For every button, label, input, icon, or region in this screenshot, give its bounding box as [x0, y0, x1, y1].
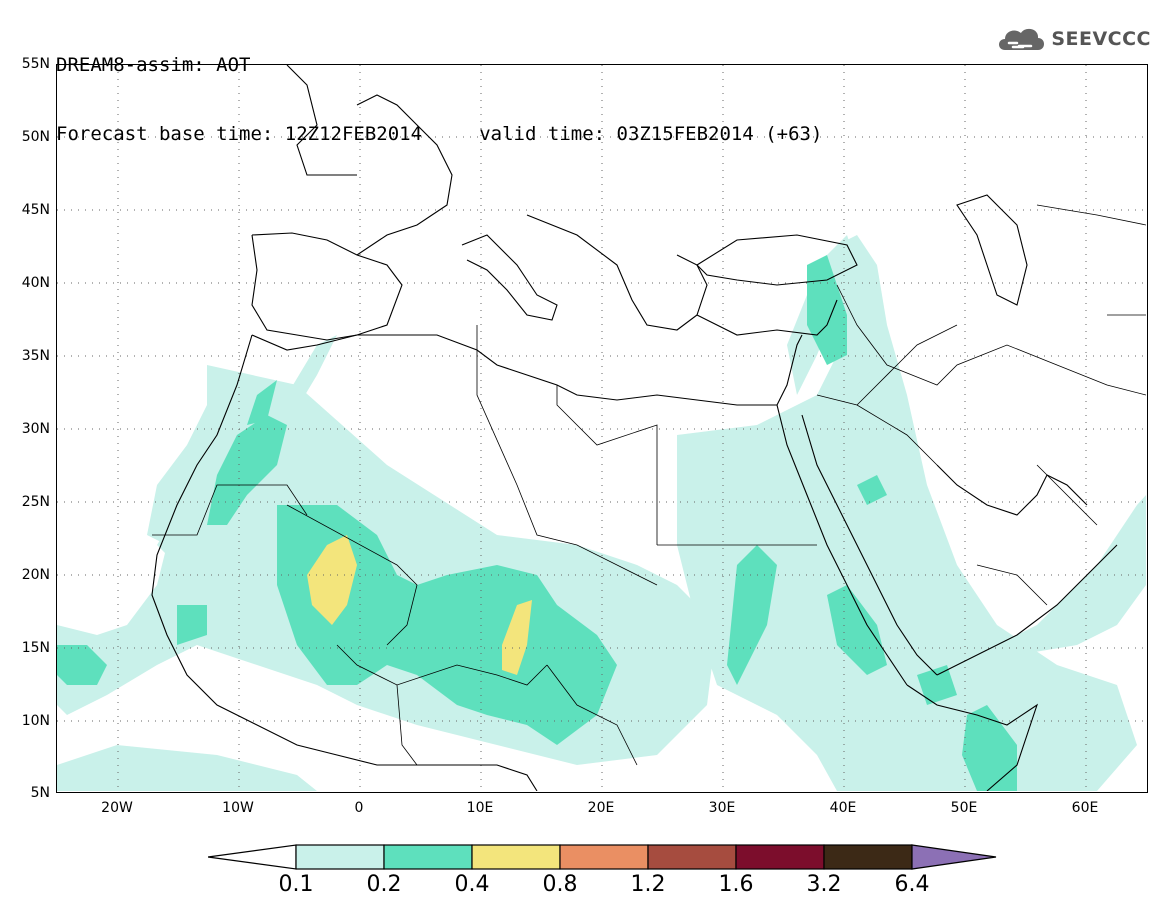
aot-region-mauritania-mali: [277, 505, 617, 745]
aot-region-arabia: [957, 495, 1146, 665]
aot-region-western-sahara: [207, 415, 287, 525]
aot-region-saudi: [857, 475, 887, 505]
lon-label-50e: 50E: [950, 800, 978, 816]
colorbar-label-0.4: 0.4: [454, 872, 490, 897]
lon-label-60e: 60E: [1071, 800, 1099, 816]
colorbar-segment-0.8: [559, 844, 649, 870]
aot-region-eritrea: [827, 585, 887, 675]
lat-label-50n: 50N: [21, 129, 50, 145]
title-block: DREAM8-assim: AOT Forecast base time: 12…: [56, 8, 822, 169]
aot-region-morocco: [247, 380, 277, 425]
lat-label-40n: 40N: [21, 275, 50, 291]
lat-label-5n: 5N: [30, 785, 50, 801]
map-panel: [56, 64, 1148, 793]
aot-region-sudan-redsea: [677, 235, 1137, 791]
colorbar-label-0.1: 0.1: [278, 872, 314, 897]
colorbar-segment-0.1: [295, 844, 385, 870]
aot-region-chad-max: [502, 600, 532, 675]
coastlines: [151, 65, 1118, 791]
aot-level-0.2: [57, 255, 1017, 791]
lat-label-10n: 10N: [21, 713, 50, 729]
colorbar-label-0.8: 0.8: [542, 872, 578, 897]
aot-region-guinea: [177, 605, 207, 645]
colorbar-label-6.4: 6.4: [894, 872, 930, 897]
lat-label-35n: 35N: [21, 348, 50, 364]
aot-region-senegal: [57, 645, 107, 685]
lat-label-20n: 20N: [21, 567, 50, 583]
lon-label-0: 0: [354, 800, 364, 816]
aot-region-gulf-of-guinea: [57, 745, 317, 791]
colorbar-segment-over: [911, 844, 997, 870]
lat-label-30n: 30N: [21, 421, 50, 437]
country-borders: [152, 204, 1146, 766]
title-line-2: Forecast base time: 12Z12FEB2014 valid t…: [56, 123, 823, 145]
lat-label-55n: 55N: [21, 56, 50, 72]
colorbar-label-0.2: 0.2: [366, 872, 402, 897]
cloud-icon: [999, 28, 1045, 50]
seevccc-logo: SEEVCCC: [995, 22, 1151, 56]
lon-label-20e: 20E: [587, 800, 615, 816]
lat-label-15n: 15N: [21, 640, 50, 656]
colorbar-segment-1.6: [735, 844, 825, 870]
lon-label-40e: 40E: [829, 800, 857, 816]
lon-label-30e: 30E: [708, 800, 736, 816]
lon-label-10w: 10W: [222, 800, 254, 816]
aot-region-mali-max: [307, 535, 357, 625]
aot-level-0.4: [307, 535, 532, 675]
aot-map: [57, 65, 1146, 791]
lon-label-20w: 20W: [101, 800, 133, 816]
colorbar-label-1.2: 1.2: [630, 872, 666, 897]
colorbar-label-1.6: 1.6: [718, 872, 754, 897]
lon-label-10e: 10E: [466, 800, 494, 816]
aot-region-sudan-west: [727, 545, 777, 685]
aot-region-somalia: [962, 705, 1017, 791]
colorbar-segment-3.2: [823, 844, 913, 870]
colorbar-segment-1.2: [647, 844, 737, 870]
logo-text: SEEVCCC: [1051, 28, 1151, 50]
colorbar-segment-0.4: [471, 844, 561, 870]
lat-label-25n: 25N: [21, 494, 50, 510]
aot-region-yemen: [917, 665, 957, 705]
lat-label-45n: 45N: [21, 202, 50, 218]
colorbar-segment-0.2: [383, 844, 473, 870]
aot-region-syria: [807, 255, 847, 365]
colorbar-segment-under: [208, 844, 297, 870]
colorbar: [208, 844, 997, 870]
title-line-1: DREAM8-assim: AOT: [56, 54, 251, 76]
colorbar-label-3.2: 3.2: [806, 872, 842, 897]
